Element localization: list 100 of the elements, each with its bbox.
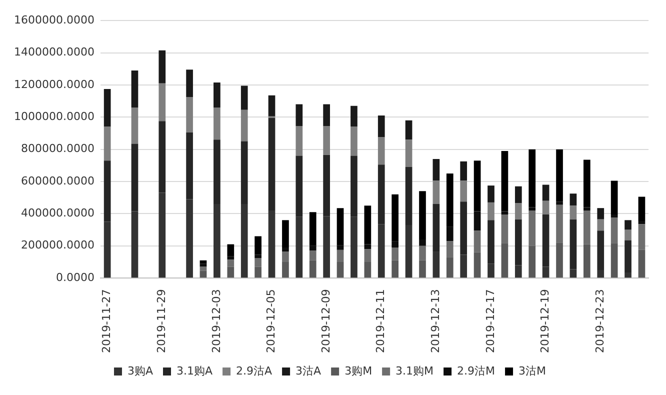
bar: [432, 252, 440, 278]
bar: [158, 192, 166, 278]
x-tick-label: 2019-12-23: [593, 289, 606, 354]
bar: [323, 126, 330, 155]
bar: [214, 140, 220, 204]
bar: [514, 186, 522, 204]
bar: [240, 86, 248, 110]
bar: [158, 121, 166, 193]
bar: [131, 70, 138, 108]
bar: [336, 250, 344, 262]
bar: [405, 224, 412, 278]
bar: [104, 88, 111, 127]
bar: [460, 202, 468, 255]
bar: [542, 200, 550, 215]
bar: [570, 206, 577, 220]
y-tick-label: 1000000.0000: [14, 110, 94, 124]
bar: [583, 210, 590, 244]
bar: [214, 82, 220, 108]
x-tick-label: 2019-12-05: [264, 289, 278, 354]
bar: [364, 262, 372, 278]
bar: [542, 214, 550, 267]
y-tick-label: 800000.0000: [20, 142, 94, 156]
bar: [597, 208, 604, 220]
bar: [610, 218, 618, 244]
legend-label: 3沽A: [296, 364, 322, 378]
x-tick-label: 2019-12-11: [374, 289, 388, 354]
bar: [268, 210, 276, 278]
bar: [392, 241, 399, 248]
bar: [556, 202, 563, 205]
bar: [514, 219, 522, 266]
bar: [296, 104, 303, 126]
bar: [610, 180, 618, 215]
bar: [474, 252, 481, 278]
x-tick-label: 2019-12-19: [538, 289, 552, 354]
bar: [419, 191, 426, 240]
bar: [446, 241, 454, 258]
bar: [364, 206, 372, 244]
bar: [378, 164, 385, 224]
bar: [336, 262, 344, 278]
x-tick-label: 2019-11-27: [100, 289, 114, 354]
bar: [583, 244, 590, 278]
bar: [104, 126, 111, 161]
bar: [597, 230, 604, 270]
bar: [556, 204, 563, 243]
bar: [528, 210, 536, 246]
bar: [624, 272, 632, 278]
bar: [240, 141, 248, 204]
bar: [104, 222, 111, 278]
bar: [446, 226, 454, 242]
bar: [624, 220, 632, 230]
bar: [405, 167, 412, 225]
bar: [570, 194, 577, 206]
bar: [446, 173, 454, 227]
legend-label: 3沽M: [518, 364, 546, 378]
y-tick-label: 600000.0000: [20, 174, 94, 188]
bar: [282, 248, 289, 252]
bar: [336, 245, 344, 250]
bar: [350, 126, 358, 156]
bar: [186, 70, 193, 98]
bar: [309, 250, 316, 260]
bar: [460, 254, 468, 278]
bar: [638, 224, 646, 250]
bar: [227, 244, 234, 256]
bar: [501, 150, 508, 212]
bar: [254, 258, 262, 267]
bar: [131, 211, 138, 278]
legend-label: 3购A: [127, 364, 154, 378]
bar: [488, 264, 494, 278]
bar: [240, 110, 248, 142]
y-tick-label: 1200000.0000: [14, 78, 94, 91]
bar: [350, 106, 358, 127]
bar: [624, 230, 632, 240]
bar: [419, 260, 426, 278]
legend-label: 2.9沽A: [236, 364, 273, 378]
legend-label: 3购M: [344, 364, 372, 378]
bar: [323, 216, 330, 278]
bar: [501, 214, 508, 244]
bar: [104, 160, 111, 222]
bar: [432, 158, 440, 181]
bar: [378, 224, 385, 278]
x-tick-label: 2019-11-29: [155, 289, 168, 354]
bar: [419, 239, 426, 246]
bar: [528, 207, 536, 210]
y-tick-label: 400000.0000: [20, 206, 94, 220]
bar: [405, 140, 412, 168]
y-tick-label: 1600000.0000: [14, 13, 94, 26]
y-tick-label: 0.0000: [56, 270, 94, 284]
bar: [214, 107, 220, 140]
bar: [460, 161, 468, 181]
bar: [378, 116, 385, 138]
bar: [296, 126, 303, 156]
x-tick-label: 2019-12-13: [429, 289, 442, 354]
bar: [570, 219, 577, 270]
legend-label: 2.9沽M: [457, 364, 496, 378]
bar: [624, 240, 632, 272]
bar: [432, 180, 440, 204]
bar: [254, 236, 262, 255]
bar: [309, 212, 316, 246]
bar: [446, 257, 454, 278]
bar: [474, 160, 481, 212]
